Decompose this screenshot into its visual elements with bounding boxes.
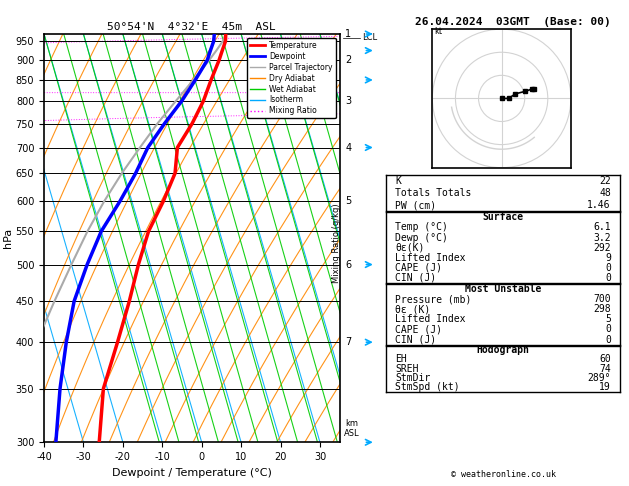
Text: StmDir: StmDir [395, 373, 430, 383]
Text: 26.04.2024  03GMT  (Base: 00): 26.04.2024 03GMT (Base: 00) [415, 17, 611, 27]
Y-axis label: hPa: hPa [3, 228, 13, 248]
Text: LCL: LCL [362, 33, 377, 42]
Text: 0: 0 [605, 334, 611, 345]
Text: 2: 2 [345, 55, 352, 65]
Text: 3: 3 [345, 96, 352, 106]
Text: 0: 0 [605, 263, 611, 273]
Text: 1: 1 [345, 29, 352, 39]
Text: 5: 5 [605, 314, 611, 324]
Text: Mixing Ratio (g/kg): Mixing Ratio (g/kg) [332, 203, 341, 283]
Title: 50°54'N  4°32'E  45m  ASL: 50°54'N 4°32'E 45m ASL [108, 22, 276, 32]
Text: kt: kt [435, 27, 443, 36]
Text: 7: 7 [345, 337, 352, 347]
Text: Dewp (°C): Dewp (°C) [395, 232, 448, 243]
Text: 4: 4 [345, 142, 352, 153]
Text: Lifted Index: Lifted Index [395, 253, 465, 263]
Text: 3.2: 3.2 [593, 232, 611, 243]
Text: Totals Totals: Totals Totals [395, 188, 471, 198]
Legend: Temperature, Dewpoint, Parcel Trajectory, Dry Adiabat, Wet Adiabat, Isotherm, Mi: Temperature, Dewpoint, Parcel Trajectory… [247, 38, 336, 119]
Text: km
ASL: km ASL [343, 419, 359, 438]
Text: 298: 298 [593, 304, 611, 314]
Text: θε (K): θε (K) [395, 304, 430, 314]
Text: 48: 48 [599, 188, 611, 198]
Text: 9: 9 [605, 253, 611, 263]
Text: Temp (°C): Temp (°C) [395, 223, 448, 232]
Text: 60: 60 [599, 354, 611, 364]
Text: Surface: Surface [482, 212, 523, 223]
Text: 5: 5 [345, 196, 352, 206]
Text: 6.1: 6.1 [593, 223, 611, 232]
Text: Pressure (mb): Pressure (mb) [395, 294, 471, 304]
Text: Most Unstable: Most Unstable [465, 284, 541, 294]
Text: θε(K): θε(K) [395, 243, 425, 253]
Text: 292: 292 [593, 243, 611, 253]
Text: CIN (J): CIN (J) [395, 334, 436, 345]
X-axis label: Dewpoint / Temperature (°C): Dewpoint / Temperature (°C) [112, 468, 272, 478]
Text: CAPE (J): CAPE (J) [395, 263, 442, 273]
Text: SREH: SREH [395, 364, 418, 374]
Text: EH: EH [395, 354, 407, 364]
Text: 289°: 289° [587, 373, 611, 383]
Text: 1.46: 1.46 [587, 200, 611, 210]
Text: 0: 0 [605, 324, 611, 334]
Text: CIN (J): CIN (J) [395, 273, 436, 283]
Text: K: K [395, 176, 401, 186]
Text: StmSpd (kt): StmSpd (kt) [395, 382, 460, 392]
Text: 74: 74 [599, 364, 611, 374]
Text: 6: 6 [345, 260, 352, 270]
Text: 0: 0 [605, 273, 611, 283]
Text: 19: 19 [599, 382, 611, 392]
Text: CAPE (J): CAPE (J) [395, 324, 442, 334]
Text: Hodograph: Hodograph [476, 345, 530, 355]
Text: 700: 700 [593, 294, 611, 304]
Text: PW (cm): PW (cm) [395, 200, 436, 210]
Text: 22: 22 [599, 176, 611, 186]
Text: Lifted Index: Lifted Index [395, 314, 465, 324]
Text: © weatheronline.co.uk: © weatheronline.co.uk [451, 469, 555, 479]
